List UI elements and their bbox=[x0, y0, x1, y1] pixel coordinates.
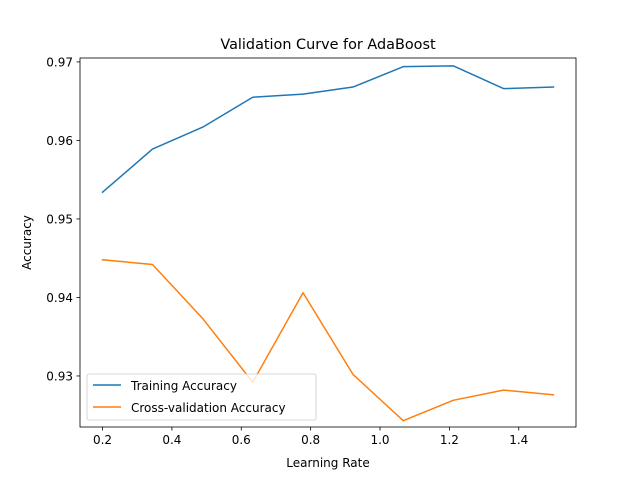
y-tick-label: 0.94 bbox=[46, 291, 73, 305]
legend-label-cross-validation: Cross-validation Accuracy bbox=[131, 401, 286, 415]
y-tick-label: 0.95 bbox=[46, 212, 73, 226]
y-tick-label: 0.93 bbox=[46, 369, 73, 383]
y-tick-label: 0.96 bbox=[46, 134, 73, 148]
series-line-1 bbox=[101, 258, 555, 422]
legend-box bbox=[86, 373, 317, 421]
legend: Training Accuracy Cross-validation Accur… bbox=[86, 373, 317, 421]
y-tick-label: 0.97 bbox=[46, 55, 73, 69]
plot-area-frame bbox=[79, 57, 577, 428]
series-line-0 bbox=[101, 65, 555, 194]
x-tick-label: 0.6 bbox=[232, 433, 251, 447]
x-tick-label: 1.2 bbox=[440, 433, 459, 447]
series-layer bbox=[101, 65, 555, 422]
x-axis-ticks: 0.2 0.4 0.6 0.8 1.0 1.2 1.4 bbox=[93, 427, 528, 447]
x-tick-label: 0.8 bbox=[301, 433, 320, 447]
y-axis-label: Accuracy bbox=[20, 215, 34, 270]
x-tick-label: 1.0 bbox=[370, 433, 389, 447]
x-tick-label: 1.4 bbox=[509, 433, 528, 447]
chart-title: Validation Curve for AdaBoost bbox=[220, 37, 436, 53]
x-axis-label: Learning Rate bbox=[286, 456, 369, 470]
x-tick-label: 0.4 bbox=[162, 433, 181, 447]
x-tick-label: 0.2 bbox=[93, 433, 112, 447]
legend-label-training: Training Accuracy bbox=[130, 379, 237, 393]
y-axis-ticks: 0.93 0.94 0.95 0.96 0.97 bbox=[46, 55, 80, 383]
